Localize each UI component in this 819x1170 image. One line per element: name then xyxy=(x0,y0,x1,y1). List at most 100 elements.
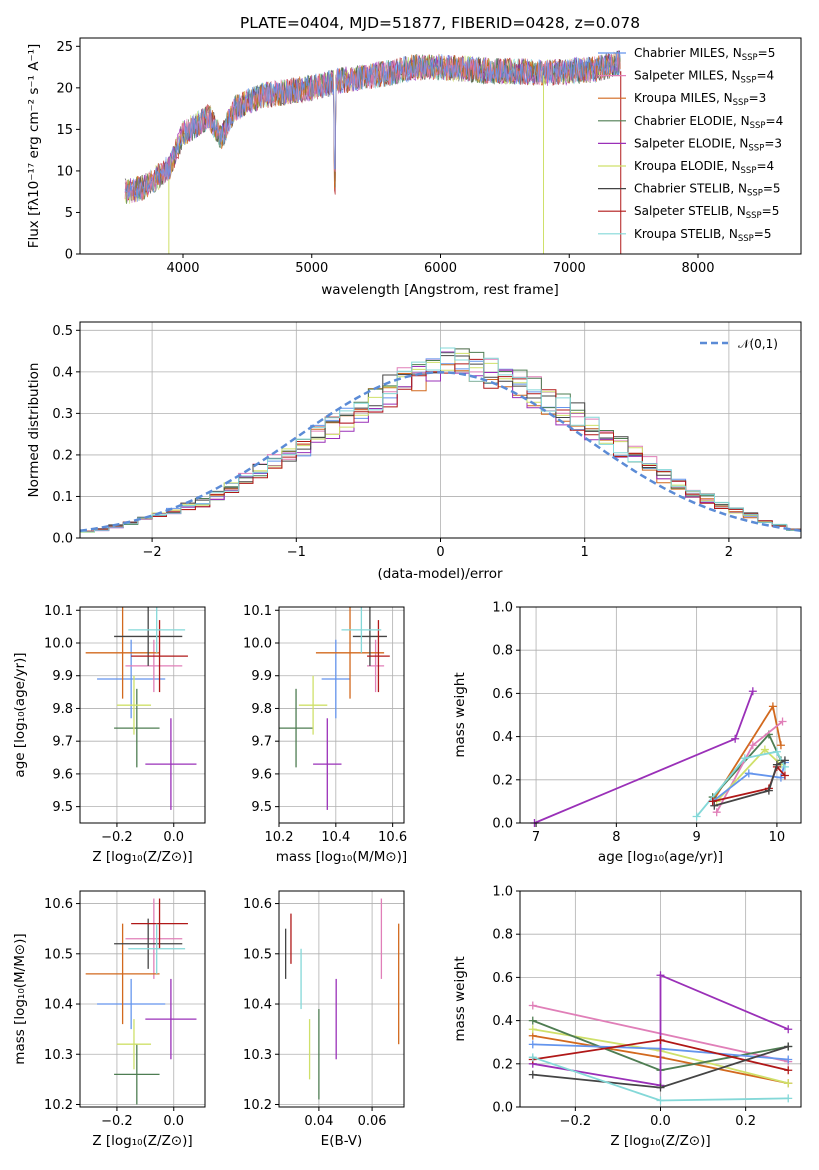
mass-vs-ebv-ytick-label: 10.3 xyxy=(243,1048,272,1063)
age-vs-mass-ytick-label: 9.9 xyxy=(251,669,272,684)
age-vs-z-ytick-label: 9.8 xyxy=(52,702,73,717)
massweight-vs-age-line-6 xyxy=(695,750,786,818)
massweight-vs-age-marker xyxy=(780,756,789,765)
massweight-vs-age-marker xyxy=(731,734,740,743)
massweight-vs-z-xtick-label: 0.2 xyxy=(735,1114,756,1129)
mass-vs-z-xlabel: Z [log₁₀(Z/Z⊙)] xyxy=(92,1133,192,1149)
massweight-vs-z-marker xyxy=(784,1055,793,1064)
massweight-vs-z-marker xyxy=(528,1070,537,1079)
mass-vs-ebv-ytick-label: 10.6 xyxy=(243,897,272,912)
normal-legend-label: 𝒩(0,1) xyxy=(738,337,778,351)
massweight-vs-age-marker xyxy=(776,741,785,750)
age-vs-z-frame xyxy=(79,606,206,824)
massweight-vs-age-marker xyxy=(764,786,773,795)
residual-xlabel: (data-model)/error xyxy=(377,566,503,582)
age-vs-mass-xlabel: mass [log₁₀(M/M⊙)] xyxy=(276,849,407,865)
legend-label-6: Chabrier STELIB, NSSP=5 xyxy=(634,182,781,199)
residual-xtick-label: −2 xyxy=(143,545,162,560)
age-vs-mass-xtick-label: 10.2 xyxy=(265,830,294,845)
legend-label-3: Chabrier ELODIE, NSSP=4 xyxy=(634,114,783,131)
massweight-vs-z-ytick-label: 1.0 xyxy=(492,885,513,900)
massweight-vs-age-marker xyxy=(768,702,777,711)
mass-vs-ebv-ytick-label: 10.4 xyxy=(243,998,272,1013)
mass-vs-z-ytick-label: 10.6 xyxy=(44,897,73,912)
massweight-vs-z-marker xyxy=(784,1042,793,1051)
massweight-vs-z-marker xyxy=(528,1040,537,1049)
massweight-vs-z-xtick-label: 0.0 xyxy=(650,1114,671,1129)
residual-xtick-label: −1 xyxy=(287,545,306,560)
massweight-vs-age-ytick-label: 1.0 xyxy=(492,601,513,616)
age-vs-mass-ytick-label: 9.8 xyxy=(251,702,272,717)
massweight-vs-age-ytick-label: 0.8 xyxy=(492,644,513,659)
age-vs-mass-panel: 10.2 10.4 10.6 9.5 9.6 9.7 9.8 9.9 10.0 10.1 mass … xyxy=(243,604,407,865)
residual-ytick-label: 0.1 xyxy=(52,490,73,505)
residual-ytick-label: 0.0 xyxy=(52,532,73,547)
legend-label-0: Chabrier MILES, NSSP=5 xyxy=(634,46,775,63)
massweight-vs-z-marker xyxy=(784,1079,793,1088)
spectrum-xtick-label: 6000 xyxy=(424,261,457,276)
spectrum-ytick-label: 10 xyxy=(56,164,73,179)
massweight-vs-z-marker xyxy=(656,971,665,980)
residual-xtick-label: 1 xyxy=(581,545,589,560)
legend-label-4: Salpeter ELODIE, NSSP=3 xyxy=(634,136,782,153)
mass-vs-ebv-xlabel: E(B-V) xyxy=(321,1133,363,1149)
normal-curve xyxy=(79,371,802,532)
massweight-vs-z-marker xyxy=(656,1036,665,1045)
massweight-vs-z-marker xyxy=(656,1083,665,1092)
legend-label-1: Salpeter MILES, NSSP=4 xyxy=(634,69,774,86)
residual-xtick-label: 2 xyxy=(725,545,733,560)
legend-label-8: Kroupa STELIB, NSSP=5 xyxy=(634,227,772,244)
massweight-vs-age-marker xyxy=(710,801,719,810)
spectrum-line-8 xyxy=(124,52,621,202)
massweight-vs-age-marker xyxy=(692,812,701,821)
massweight-vs-age-marker xyxy=(772,747,781,756)
spectrum-ytick-label: 25 xyxy=(56,40,73,55)
age-vs-z-ytick-label: 9.6 xyxy=(52,767,73,782)
age-vs-z-ytick-label: 10.0 xyxy=(44,637,73,652)
legend-label-5: Kroupa ELODIE, NSSP=4 xyxy=(634,159,774,176)
massweight-vs-z-line-5 xyxy=(532,973,789,1087)
age-vs-z-xtick-label: 0.0 xyxy=(163,830,184,845)
age-vs-z-xlabel: Z [log₁₀(Z/Z⊙)] xyxy=(92,849,192,865)
age-vs-z-panel: −0.2 0.0 9.5 9.6 9.7 9.8 9.9 10.0 10.1 Z [log₁₀(Z… xyxy=(12,604,206,865)
mass-vs-ebv-panel: 0.04 0.06 10.2 10.3 10.4 10.5 10.6 E(B-V) xyxy=(243,890,405,1149)
massweight-vs-age-marker xyxy=(772,760,781,769)
massweight-vs-age-ytick-label: 0.2 xyxy=(492,773,513,788)
legend-label-2: Kroupa MILES, NSSP=3 xyxy=(634,91,766,108)
mass-vs-z-ytick-label: 10.5 xyxy=(44,947,73,962)
massweight-vs-z-xlabel: Z [log₁₀(Z/Z⊙)] xyxy=(610,1133,710,1149)
massweight-vs-age-marker xyxy=(744,769,753,778)
age-vs-mass-frame xyxy=(278,606,405,824)
age-vs-z-xtick-label: −0.2 xyxy=(101,830,133,845)
massweight-vs-age-xtick-label: 7 xyxy=(532,830,540,845)
residual-xtick-label: 0 xyxy=(436,545,444,560)
age-vs-mass-ytick-label: 9.7 xyxy=(251,735,272,750)
age-vs-mass-ytick-label: 9.5 xyxy=(251,800,272,815)
massweight-vs-age-ytick-label: 0.0 xyxy=(492,817,513,832)
massweight-vs-age-marker xyxy=(740,754,749,763)
age-vs-mass-ytick-label: 10.0 xyxy=(243,637,272,652)
age-vs-mass-ytick-label: 10.1 xyxy=(243,604,272,619)
massweight-vs-age-marker xyxy=(712,808,721,817)
age-vs-mass-xtick-label: 10.4 xyxy=(321,830,350,845)
residual-ytick-label: 0.2 xyxy=(52,448,73,463)
massweight-vs-age-marker xyxy=(748,687,757,696)
massweight-vs-age-line-8 xyxy=(714,759,786,807)
massweight-vs-z-marker xyxy=(784,1094,793,1103)
massweight-vs-age-xlabel: age [log₁₀(age/yr)] xyxy=(598,849,723,865)
mass-vs-ebv-ytick-label: 10.5 xyxy=(243,947,272,962)
parameter-panels: −0.2 0.0 9.5 9.6 9.7 9.8 9.9 10.0 10.1 Z [log₁₀(Z… xyxy=(12,601,802,1149)
spectrum-ytick-label: 20 xyxy=(56,81,73,96)
massweight-vs-age-ylabel: mass weight xyxy=(452,672,468,757)
massweight-vs-age-marker xyxy=(748,741,757,750)
mass-vs-z-ytick-label: 10.3 xyxy=(44,1048,73,1063)
massweight-vs-age-frame xyxy=(519,606,802,824)
spectrum-panel: PLATE=0404, MJD=51877, FIBERID=0428, z=0… xyxy=(26,14,802,298)
mass-vs-ebv-ytick-label: 10.2 xyxy=(243,1098,272,1113)
massweight-vs-age-xtick-label: 8 xyxy=(612,830,620,845)
age-vs-z-ylabel: age [log₁₀(age/yr)] xyxy=(12,652,28,777)
massweight-vs-z-marker xyxy=(784,1066,793,1075)
massweight-vs-age-xtick-label: 9 xyxy=(692,830,700,845)
massweight-vs-age-ytick-label: 0.4 xyxy=(492,730,513,745)
spectrum-ytick-label: 0 xyxy=(65,248,73,263)
